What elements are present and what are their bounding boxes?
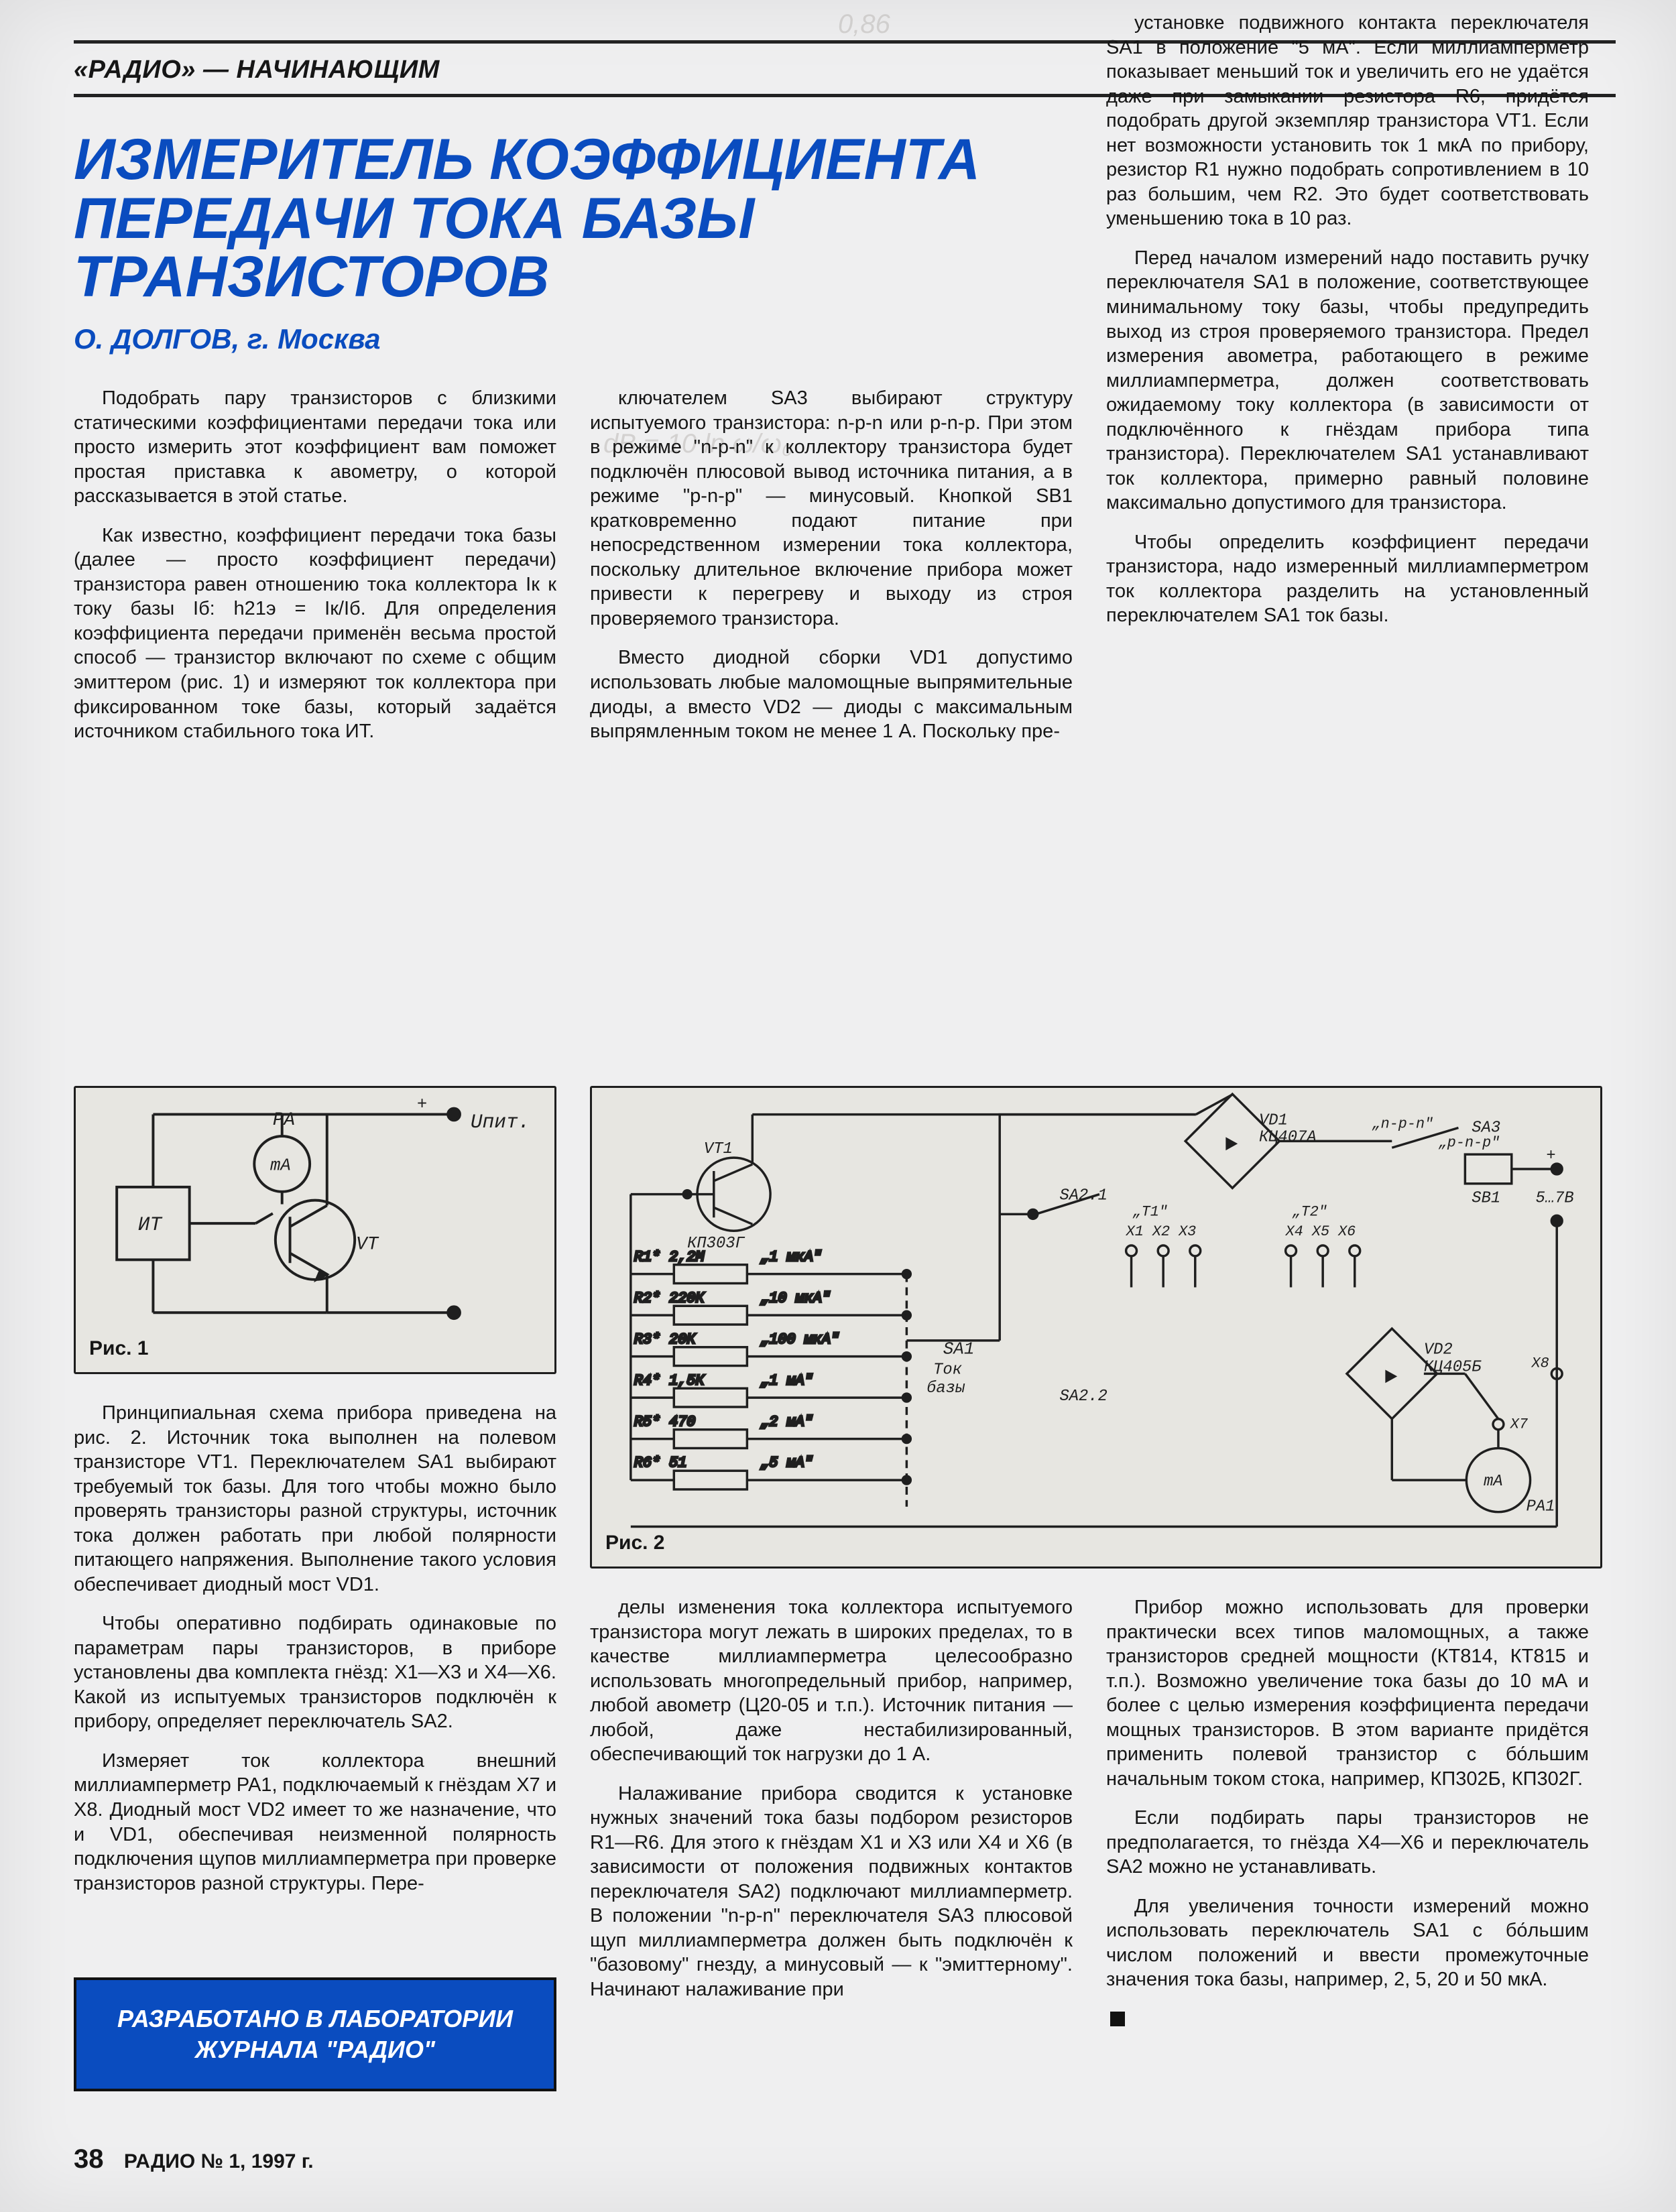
- column-2: ключателем SA3 выбирают структуру испыту…: [590, 386, 1073, 758]
- svg-text:R5* 470: R5* 470: [634, 1414, 696, 1430]
- body-para: делы изменения тока коллектора испытуемо…: [590, 1595, 1073, 1767]
- circuit-svg: ИТ mA PA VT + Uпит.: [76, 1088, 554, 1372]
- svg-text:„10 мкА": „10 мкА": [760, 1290, 831, 1306]
- svg-text:SB1: SB1: [1472, 1190, 1500, 1208]
- svg-text:5…7В: 5…7В: [1535, 1190, 1573, 1208]
- svg-text:X4 X5 X6: X4 X5 X6: [1285, 1223, 1356, 1240]
- article-title: ИЗМЕРИТЕЛЬ КОЭФФИЦИЕНТА ПЕРЕДАЧИ ТОКА БА…: [74, 131, 1079, 307]
- svg-text:SA2.2: SA2.2: [1059, 1388, 1107, 1406]
- figure-label: Рис. 2: [605, 1532, 665, 1554]
- svg-text:SA2.1: SA2.1: [1059, 1187, 1107, 1205]
- body-para: ключателем SA3 выбирают структуру испыту…: [590, 386, 1073, 631]
- svg-text:КЦ407А: КЦ407А: [1259, 1128, 1317, 1146]
- svg-text:SA3: SA3: [1472, 1119, 1500, 1137]
- svg-text:R6* 51: R6* 51: [634, 1455, 686, 1471]
- body-para: Как известно, коэффициент передачи тока …: [74, 524, 556, 744]
- svg-text:R1* 2,2М: R1* 2,2М: [634, 1249, 705, 1266]
- lower-column-1: Принципиальная схема прибора приведена н…: [74, 1401, 556, 1910]
- lower-column-2: делы изменения тока коллектора испытуемо…: [590, 1595, 1073, 2017]
- svg-text:базы: базы: [926, 1379, 965, 1398]
- svg-text:„T2": „T2": [1293, 1203, 1327, 1220]
- svg-text:R4* 1,5К: R4* 1,5К: [634, 1372, 705, 1389]
- svg-text:VT1: VT1: [704, 1140, 733, 1158]
- end-marker-icon: [1110, 2012, 1125, 2026]
- svg-text:mA: mA: [1484, 1473, 1503, 1491]
- svg-text:Ток: Ток: [933, 1361, 963, 1379]
- lower-column-3: Прибор можно использовать для проверки п…: [1106, 1595, 1589, 2032]
- svg-text:R3* 20К: R3* 20К: [634, 1331, 696, 1348]
- svg-text:X8: X8: [1531, 1355, 1549, 1372]
- body-para: Прибор можно использовать для проверки п…: [1106, 1595, 1589, 1791]
- pencil-scribble: 0,86: [838, 9, 890, 40]
- issue-info: РАДИО № 1, 1997 г.: [124, 2150, 314, 2172]
- body-para: Для увеличения точности измерений можно …: [1106, 1894, 1589, 1992]
- svg-text:Uпит.: Uпит.: [471, 1111, 530, 1133]
- figure-label: Рис. 1: [89, 1337, 149, 1360]
- body-para: Перед началом измерений надо поставить р…: [1106, 246, 1589, 515]
- svg-text:„1 мА": „1 мА": [760, 1372, 813, 1389]
- figure-2: VD1 КЦ407А VT1 КП303Г R1* 2,2М„1 мкА"R2*…: [590, 1086, 1602, 1569]
- svg-text:VT: VT: [356, 1235, 379, 1255]
- svg-text:PA1: PA1: [1527, 1498, 1555, 1516]
- column-1: Подобрать пару транзисторов с близкими с…: [74, 386, 556, 758]
- body-para: Принципиальная схема прибора приведена н…: [74, 1401, 556, 1597]
- svg-text:R2* 220К: R2* 220К: [634, 1290, 705, 1306]
- svg-text:„1 мкА": „1 мкА": [760, 1249, 822, 1266]
- svg-text:ИТ: ИТ: [138, 1213, 163, 1236]
- upper-columns: Подобрать пару транзисторов с близкими с…: [74, 386, 1616, 949]
- body-para: установке подвижного контакта переключат…: [1106, 11, 1589, 231]
- circuit-svg: VD1 КЦ407А VT1 КП303Г R1* 2,2М„1 мкА"R2*…: [592, 1088, 1600, 1566]
- svg-text:„n-p-n": „n-p-n": [1372, 1116, 1434, 1133]
- svg-text:VD1: VD1: [1259, 1112, 1288, 1130]
- body-para: Вместо диодной сборки VD1 допустимо испо…: [590, 646, 1073, 743]
- page-footer: 38 РАДИО № 1, 1997 г.: [74, 2144, 314, 2174]
- body-para: Подобрать пару транзисторов с близкими с…: [74, 386, 556, 509]
- body-para: Налаживание прибора сводится к установке…: [590, 1782, 1073, 2002]
- svg-text:+: +: [417, 1095, 427, 1115]
- body-para: Измеряет ток коллектора внешний миллиамп…: [74, 1749, 556, 1896]
- svg-text:„100 мкА": „100 мкА": [760, 1331, 839, 1348]
- designed-box: РАЗРАБОТАНО В ЛАБОРАТОРИИ ЖУРНАЛА "РАДИО…: [74, 1977, 556, 2091]
- figure-1: ИТ mA PA VT + Uпит.: [74, 1086, 556, 1374]
- svg-text:X1 X2 X3: X1 X2 X3: [1126, 1223, 1197, 1240]
- body-para: Чтобы определить коэффициент передачи тр…: [1106, 530, 1589, 628]
- svg-text:+: +: [1546, 1147, 1555, 1165]
- svg-text:„2 мА": „2 мА": [760, 1414, 813, 1430]
- svg-text:„T1": „T1": [1133, 1203, 1168, 1220]
- svg-text:X7: X7: [1510, 1416, 1529, 1433]
- column-3: установке подвижного контакта переключат…: [1106, 11, 1589, 643]
- svg-text:SA1: SA1: [943, 1340, 974, 1359]
- page: 0,86 dB = 10 ln ω/ω₀ «РАДИО» — НАЧИНАЮЩИ…: [0, 0, 1676, 2212]
- svg-text:VD2: VD2: [1424, 1341, 1453, 1359]
- body-para: Чтобы оперативно подбирать одинаковые по…: [74, 1611, 556, 1734]
- svg-text:„5 мА": „5 мА": [760, 1455, 813, 1471]
- body-para: Если подбирать пары транзисторов не пред…: [1106, 1806, 1589, 1880]
- svg-text:mA: mA: [270, 1156, 291, 1175]
- page-number: 38: [74, 2144, 104, 2174]
